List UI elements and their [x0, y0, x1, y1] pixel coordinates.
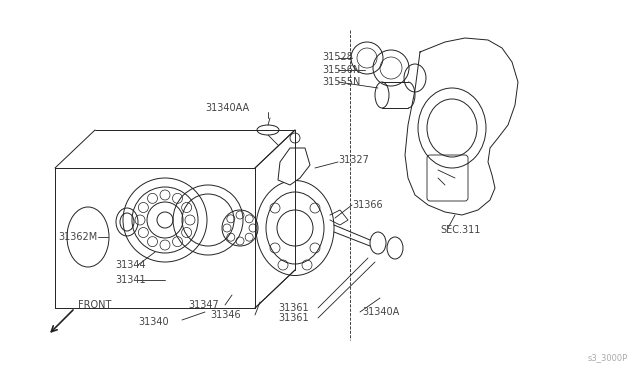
Text: 31347: 31347 [188, 300, 219, 310]
Text: 31344: 31344 [115, 260, 146, 270]
Text: 31340AA: 31340AA [205, 103, 249, 113]
Text: 31361: 31361 [278, 313, 308, 323]
Text: 31362M: 31362M [58, 232, 97, 242]
Text: s3_3000P: s3_3000P [588, 353, 628, 362]
Text: 31556N: 31556N [322, 65, 360, 75]
Text: 31327: 31327 [338, 155, 369, 165]
Text: 31528: 31528 [322, 52, 353, 62]
Text: 31340A: 31340A [362, 307, 399, 317]
Text: 31341: 31341 [115, 275, 146, 285]
Text: 31555N: 31555N [322, 77, 360, 87]
Text: 31340: 31340 [138, 317, 168, 327]
Polygon shape [278, 148, 310, 185]
Text: 31361: 31361 [278, 303, 308, 313]
Text: 31366: 31366 [352, 200, 383, 210]
Text: SEC.311: SEC.311 [440, 225, 481, 235]
Text: FRONT: FRONT [78, 300, 111, 310]
Text: 31346: 31346 [210, 310, 241, 320]
